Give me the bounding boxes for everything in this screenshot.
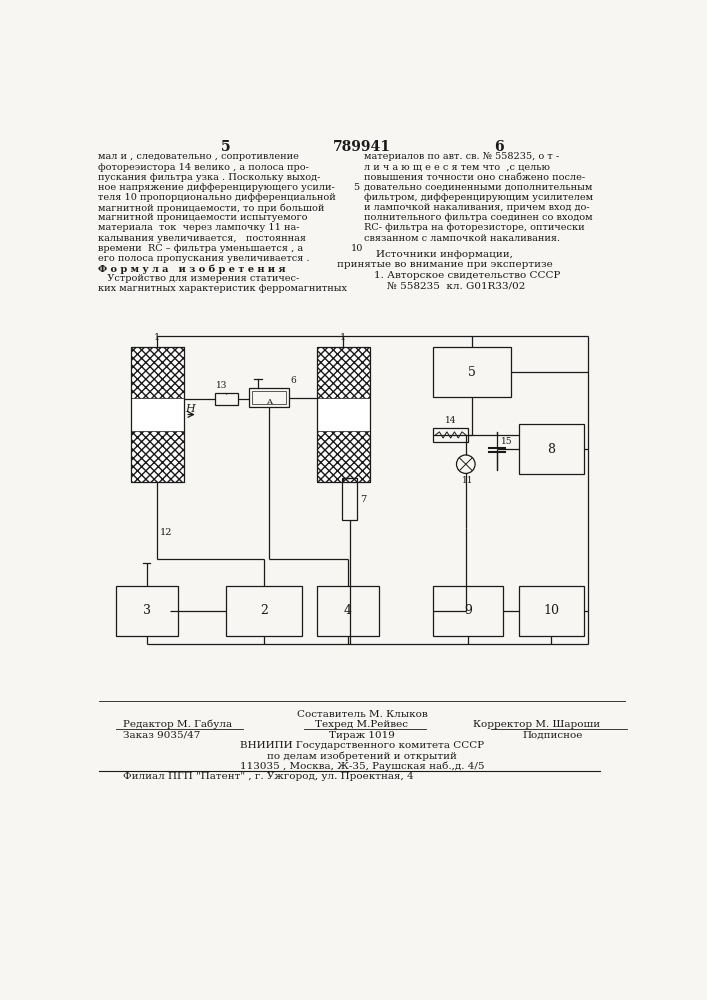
Text: 9: 9 — [464, 604, 472, 617]
Text: 113035 , Москва, Ж-35, Раушская наб.,д. 4/5: 113035 , Москва, Ж-35, Раушская наб.,д. … — [240, 761, 484, 771]
Text: магнитной проницаемости, то при большой: магнитной проницаемости, то при большой — [98, 203, 325, 213]
Bar — [317, 347, 370, 398]
Text: принятые во внимание при экспертизе: принятые во внимание при экспертизе — [337, 260, 553, 269]
Bar — [317, 431, 370, 482]
Text: 2: 2 — [260, 604, 268, 617]
Text: A: A — [266, 398, 272, 406]
Text: материалов по авт. св. № 558235, о т -: материалов по авт. св. № 558235, о т - — [364, 152, 559, 161]
Bar — [341, 478, 357, 520]
Text: № 558235  кл. G01R33/02: № 558235 кл. G01R33/02 — [387, 282, 525, 291]
Bar — [433, 347, 510, 397]
Text: 14: 14 — [445, 416, 457, 425]
Bar — [252, 391, 286, 404]
Text: связанном с лампочкой накаливания.: связанном с лампочкой накаливания. — [364, 234, 561, 243]
Text: 1. Авторское свидетельство СССР: 1. Авторское свидетельство СССР — [373, 271, 560, 280]
Bar — [518, 586, 585, 636]
Text: теля 10 пропорционально дифференциальной: теля 10 пропорционально дифференциальной — [98, 193, 337, 202]
Bar — [249, 388, 289, 407]
Text: 5: 5 — [468, 366, 476, 379]
Text: 10: 10 — [544, 604, 559, 617]
Text: 1: 1 — [340, 333, 346, 342]
Text: повышения точности оно снабжено после-: повышения точности оно снабжено после- — [364, 173, 585, 182]
Text: Техред М.Рейвес: Техред М.Рейвес — [315, 720, 409, 729]
Text: 5: 5 — [354, 183, 360, 192]
Bar — [433, 428, 468, 442]
Text: довательно соединенными дополнительным: довательно соединенными дополнительным — [364, 183, 592, 192]
Text: 5: 5 — [221, 140, 230, 154]
Bar — [433, 586, 503, 636]
Text: 3: 3 — [143, 604, 151, 617]
Text: 1: 1 — [154, 333, 160, 342]
Text: 10: 10 — [351, 244, 363, 253]
Bar — [226, 586, 303, 636]
Text: 11: 11 — [462, 476, 473, 485]
Bar — [131, 347, 184, 398]
Text: пускания фильтра узка . Поскольку выход-: пускания фильтра узка . Поскольку выход- — [98, 173, 321, 182]
Bar — [131, 347, 184, 482]
Text: Тираж 1019: Тираж 1019 — [329, 731, 395, 740]
Text: Устройство для измерения статичес-: Устройство для измерения статичес- — [98, 274, 300, 283]
Text: полнительного фильтра соединен со входом: полнительного фильтра соединен со входом — [364, 213, 593, 222]
Text: магнитной проницаемости испытуемого: магнитной проницаемости испытуемого — [98, 213, 308, 222]
Text: 6: 6 — [291, 376, 296, 385]
Text: 8: 8 — [547, 443, 556, 456]
Text: фильтром, дифференцирующим усилителем: фильтром, дифференцирующим усилителем — [364, 193, 593, 202]
Text: мал и , следовательно , сопротивление: мал и , следовательно , сопротивление — [98, 152, 299, 161]
Bar — [317, 586, 379, 636]
Text: Н: Н — [185, 404, 195, 414]
Text: Корректор М. Шароши: Корректор М. Шароши — [473, 720, 600, 729]
Bar — [518, 424, 585, 474]
Text: л и ч а ю щ е е с я тем что  ,с целью: л и ч а ю щ е е с я тем что ,с целью — [364, 163, 550, 172]
Text: Заказ 9035/47: Заказ 9035/47 — [123, 731, 201, 740]
Text: Подписное: Подписное — [522, 731, 583, 740]
Text: и лампочкой накаливания, причем вход до-: и лампочкой накаливания, причем вход до- — [364, 203, 590, 212]
Text: Составитель М. Клыков: Составитель М. Клыков — [296, 710, 427, 719]
Text: 15: 15 — [501, 437, 513, 446]
Text: 789941: 789941 — [333, 140, 391, 154]
Bar — [317, 347, 370, 482]
Text: 6: 6 — [494, 140, 504, 154]
Text: ВНИИПИ Государственного комитета СССР: ВНИИПИ Государственного комитета СССР — [240, 741, 484, 750]
Text: 4: 4 — [344, 604, 352, 617]
Text: его полоса пропускания увеличивается .: его полоса пропускания увеличивается . — [98, 254, 310, 263]
Text: Источники информации,: Источники информации, — [376, 250, 513, 259]
Text: времени  RC – фильтра уменьшается , а: времени RC – фильтра уменьшается , а — [98, 244, 303, 253]
Text: калывания увеличивается,   постоянная: калывания увеличивается, постоянная — [98, 234, 306, 243]
Text: материала  ток  через лампочку 11 на-: материала ток через лампочку 11 на- — [98, 223, 300, 232]
Text: 7: 7 — [360, 495, 366, 504]
Text: по делам изобретений и открытий: по делам изобретений и открытий — [267, 751, 457, 761]
Text: ких магнитных характеристик ферромагнитных: ких магнитных характеристик ферромагнитн… — [98, 284, 347, 293]
Text: 12: 12 — [160, 528, 173, 537]
Text: RC- фильтра на фоторезисторе, оптически: RC- фильтра на фоторезисторе, оптически — [364, 223, 585, 232]
Text: фотореэистора 14 велико , а полоса про-: фотореэистора 14 велико , а полоса про- — [98, 163, 310, 172]
Bar — [131, 431, 184, 482]
Text: ное напряжение дифференцирующего усили-: ное напряжение дифференцирующего усили- — [98, 183, 335, 192]
Text: 13: 13 — [216, 381, 228, 390]
Text: Филиал ПГП "Патент" , г. Ужгород, ул. Проектная, 4: Филиал ПГП "Патент" , г. Ужгород, ул. Пр… — [123, 772, 414, 781]
Text: Редактор М. Габула: Редактор М. Габула — [123, 720, 233, 729]
Bar — [215, 393, 238, 405]
Bar — [115, 586, 177, 636]
Text: Ф о р м у л а   и з о б р е т е н и я: Ф о р м у л а и з о б р е т е н и я — [98, 264, 286, 274]
